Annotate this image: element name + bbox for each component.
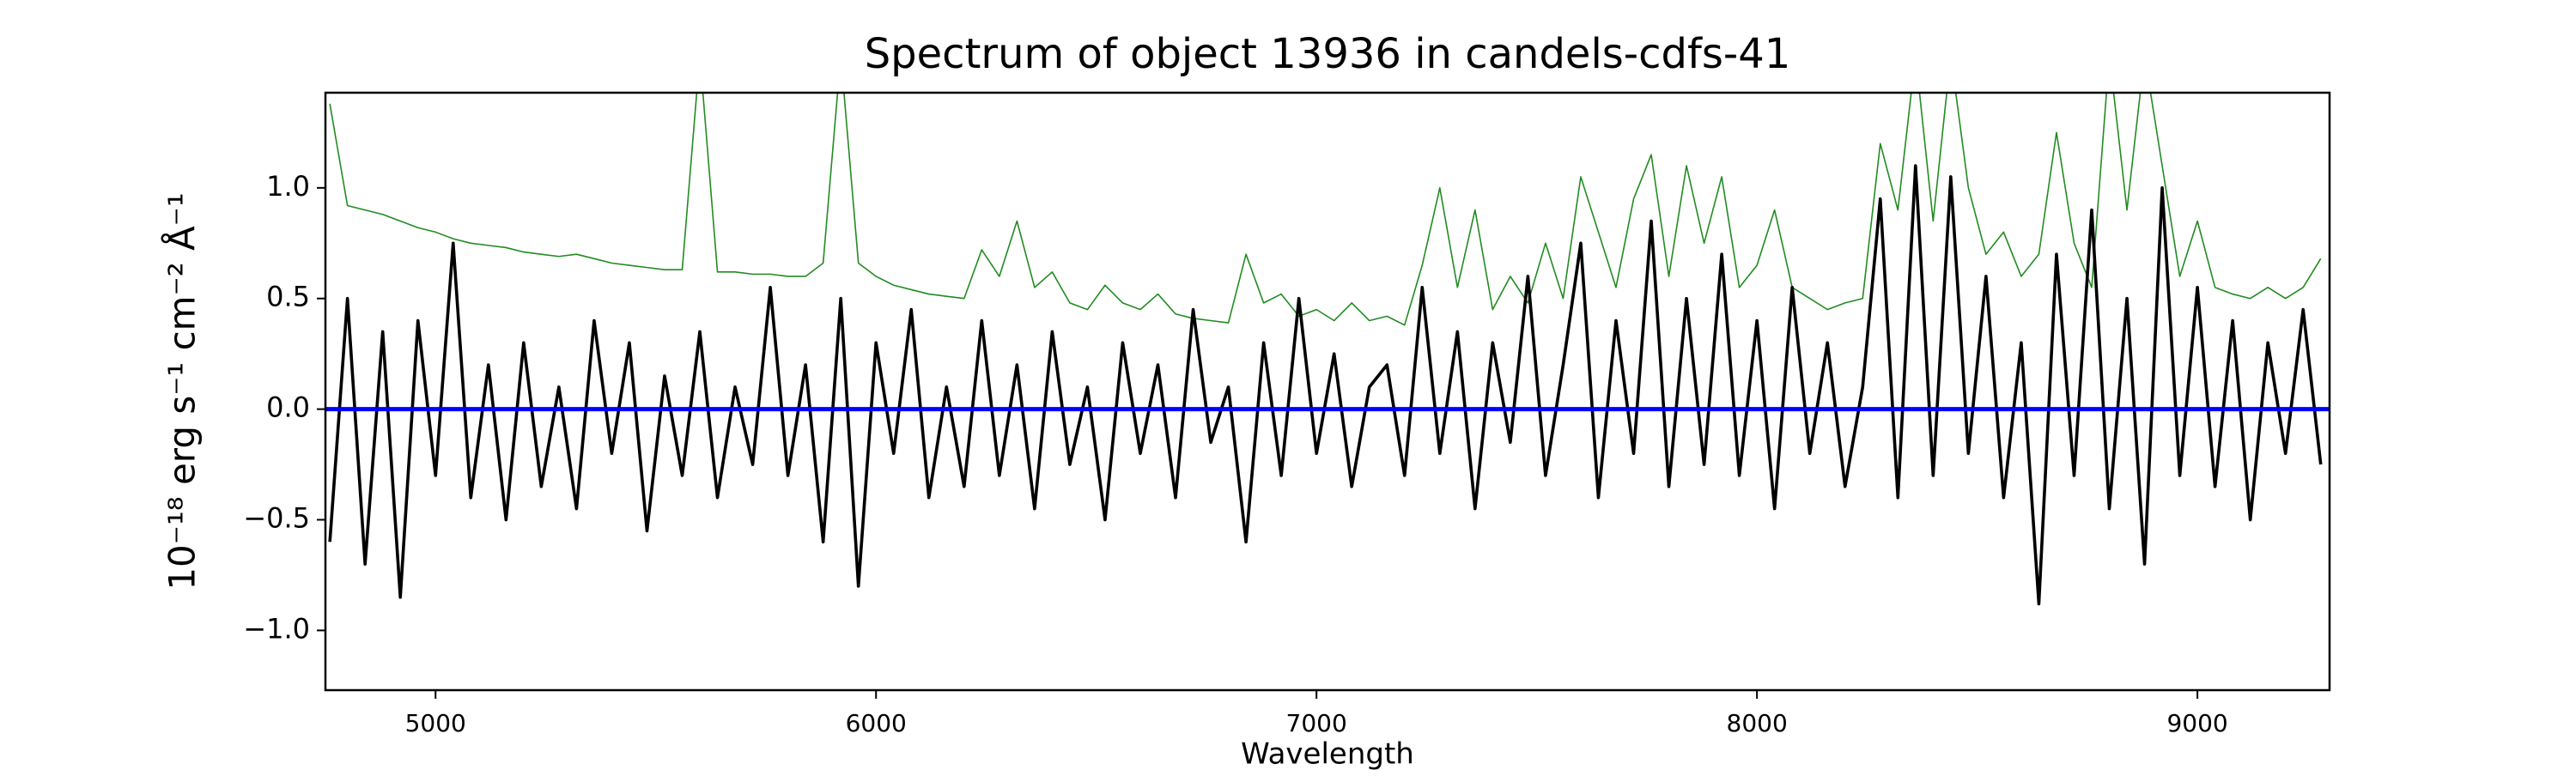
y-axis-label: 10⁻¹⁸ erg s⁻¹ cm⁻² Å⁻¹: [161, 192, 204, 590]
x-tick-label: 6000: [846, 709, 907, 737]
plot-frame: [324, 91, 2331, 692]
x-axis-label: Wavelength: [1241, 737, 1414, 772]
x-tick-label: 8000: [1727, 709, 1788, 737]
x-tick-label: 9000: [2166, 709, 2227, 737]
spectrum-line: [328, 164, 2323, 606]
y-tick-label: −1.0: [243, 612, 310, 645]
plot-area: [325, 93, 2330, 606]
y-tick-label: 1.0: [266, 170, 310, 203]
y-tick-label: 0.0: [266, 391, 310, 424]
x-tick-label: 5000: [405, 709, 466, 737]
x-tick-label: 7000: [1286, 709, 1347, 737]
spectrum-line: [329, 93, 2322, 326]
chart-title: Spectrum of object 13936 in candels-cdfs…: [865, 30, 1791, 78]
y-tick-label: 0.5: [266, 281, 310, 313]
y-tick-label: −0.5: [243, 502, 310, 535]
